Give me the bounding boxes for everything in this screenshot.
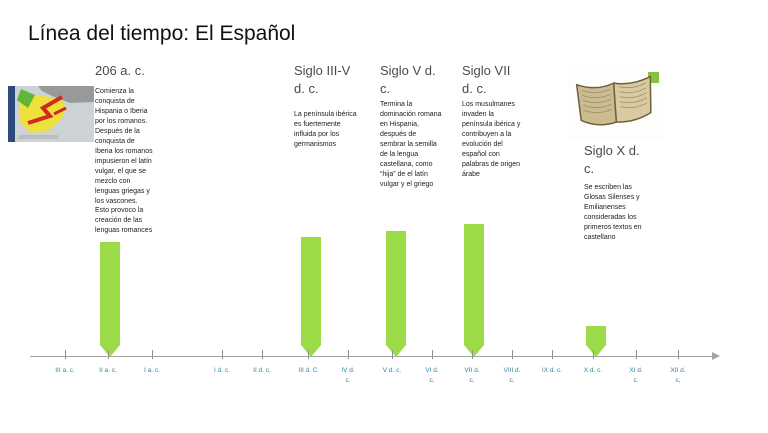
axis-tick bbox=[432, 350, 433, 359]
timeline-event-siglo-iii-v: Siglo III-V d. c. La península ibérica e… bbox=[294, 62, 364, 150]
axis-label: II a. c. bbox=[99, 367, 117, 374]
axis-label: IV d. c. bbox=[341, 367, 355, 384]
timeline-marker-arrow bbox=[386, 231, 406, 357]
event-body: Comienza la conquista de Hispania o Iber… bbox=[95, 88, 153, 235]
timeline-event-206ac: 206 a. c. Comienza la conquista de Hispa… bbox=[95, 62, 155, 236]
manuscript-book-image bbox=[568, 64, 664, 140]
timeline-event-siglo-x: Siglo X d. c. Se escriben las Glosas Sil… bbox=[584, 142, 650, 243]
event-heading: Siglo VII d. c. bbox=[462, 63, 511, 97]
axis-tick bbox=[512, 350, 513, 359]
event-body: Termina la dominación romana en Hispania… bbox=[380, 101, 442, 188]
axis-tick bbox=[262, 350, 263, 359]
axis-label: III d. C bbox=[298, 367, 318, 374]
axis-label: III a. c. bbox=[55, 367, 75, 374]
timeline-marker-arrow bbox=[301, 237, 321, 357]
axis-tick bbox=[593, 350, 594, 359]
timeline-axis bbox=[30, 356, 714, 357]
axis-label: V d. c. bbox=[382, 367, 402, 374]
axis-arrowhead-icon bbox=[712, 352, 720, 360]
axis-label: XII d. c, bbox=[670, 367, 686, 384]
axis-tick bbox=[636, 350, 637, 359]
timeline-marker-arrow bbox=[100, 242, 120, 357]
axis-label: VII d. c. bbox=[464, 367, 480, 384]
axis-label: II d. c. bbox=[253, 367, 271, 374]
axis-tick bbox=[308, 350, 309, 359]
timeline-event-siglo-v: Siglo V d. c. Termina la dominación roma… bbox=[380, 62, 442, 190]
timeline-marker-arrow bbox=[586, 326, 606, 357]
event-body: Se escriben las Glosas Silenses y Emilia… bbox=[584, 184, 642, 242]
timeline-marker-arrow bbox=[464, 224, 484, 357]
axis-tick bbox=[392, 350, 393, 359]
axis-label: VIII d. c. bbox=[503, 367, 521, 384]
axis-tick bbox=[108, 350, 109, 359]
axis-label: I a. c. bbox=[144, 367, 160, 374]
axis-tick bbox=[65, 350, 66, 359]
axis-tick bbox=[222, 350, 223, 359]
iberia-map-icon bbox=[8, 86, 94, 142]
axis-label: XI d. c. bbox=[629, 367, 643, 384]
axis-tick bbox=[678, 350, 679, 359]
axis-tick bbox=[552, 350, 553, 359]
axis-label: IX d. c. bbox=[541, 367, 563, 374]
event-heading: Siglo X d. c. bbox=[584, 143, 640, 177]
axis-tick bbox=[472, 350, 473, 359]
event-heading: Siglo III-V d. c. bbox=[294, 63, 351, 97]
axis-tick bbox=[348, 350, 349, 359]
event-body: La península ibérica es fuertemente infl… bbox=[294, 111, 357, 149]
manuscript-book-icon bbox=[568, 64, 664, 140]
axis-tick bbox=[152, 350, 153, 359]
event-heading: 206 a. c. bbox=[95, 63, 145, 78]
axis-label: I d. c. bbox=[214, 367, 230, 374]
event-heading: Siglo V d. c. bbox=[380, 63, 436, 97]
timeline-event-siglo-vii: Siglo VII d. c. Los musulmanes invaden l… bbox=[462, 62, 522, 180]
page-title: Línea del tiempo: El Español bbox=[28, 22, 296, 45]
axis-label: X d. c. bbox=[583, 367, 603, 374]
axis-label: VI d. c. bbox=[425, 367, 439, 384]
iberia-map-image bbox=[8, 86, 94, 142]
event-body: Los musulmanes invaden la península ibér… bbox=[462, 101, 521, 178]
